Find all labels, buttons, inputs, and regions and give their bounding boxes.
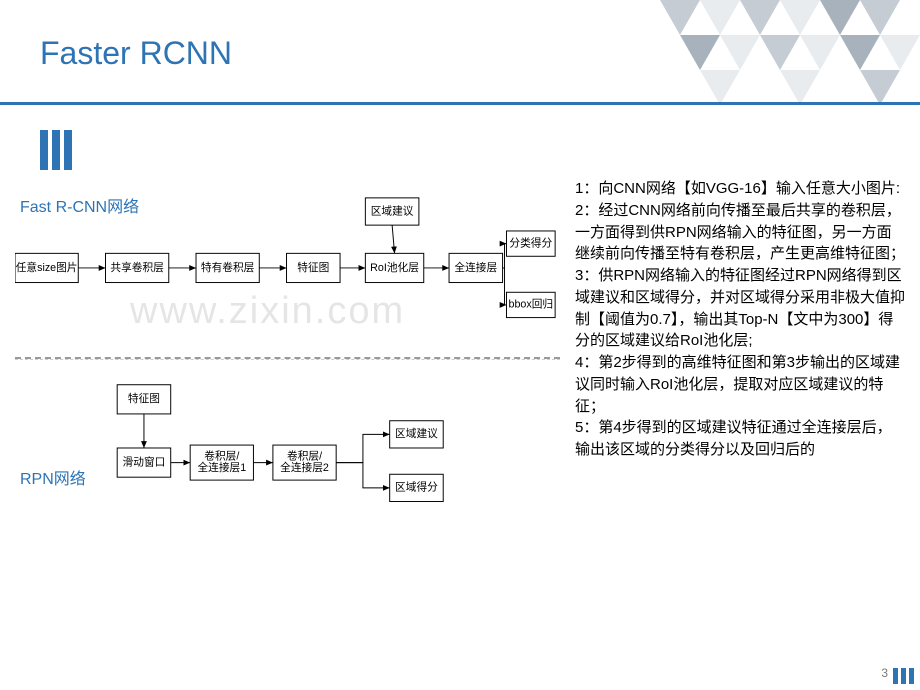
svg-text:分类得分: 分类得分 xyxy=(509,236,552,249)
edge-m4-m5 xyxy=(336,434,390,462)
header-underline xyxy=(0,102,920,105)
step-4: 4：第2步得到的高维特征图和第3步输出的区域建议同时输入RoI池化层，提取对应区… xyxy=(575,352,905,417)
svg-text:区域得分: 区域得分 xyxy=(395,481,438,494)
svg-text:全连接层: 全连接层 xyxy=(454,261,497,274)
svg-text:区域建议: 区域建议 xyxy=(395,427,438,440)
header-geometric-decoration xyxy=(660,0,920,110)
slide-header: Faster RCNN xyxy=(0,0,920,110)
svg-text:特有卷积层: 特有卷积层 xyxy=(201,261,255,274)
corner-bars-decoration xyxy=(893,668,914,684)
step-1: 1：向CNN网络【如VGG-16】输入任意大小图片: xyxy=(575,178,905,200)
edge-n6-n8 xyxy=(503,244,507,268)
flowchart-diagram: 任意size图片共享卷积层特有卷积层特征图RoI池化层全连接层区域建议分类得分b… xyxy=(15,175,560,575)
page-number: 3 xyxy=(881,666,888,680)
svg-text:RoI池化层: RoI池化层 xyxy=(370,261,419,274)
svg-text:卷积层/: 卷积层/ xyxy=(204,450,239,463)
svg-text:卷积层/: 卷积层/ xyxy=(287,450,322,463)
svg-text:任意size图片: 任意size图片 xyxy=(16,261,78,274)
edge-n6-n9 xyxy=(503,268,507,305)
step-2: 2：经过CNN网络前向传播至最后共享的卷积层，一方面得到供RPN网络输入的特征图… xyxy=(575,200,905,265)
svg-text:滑动窗口: 滑动窗口 xyxy=(123,455,166,468)
svg-text:特征图: 特征图 xyxy=(128,393,160,405)
vertical-bars-decoration xyxy=(40,130,72,170)
description-text-column: 1：向CNN网络【如VGG-16】输入任意大小图片: 2：经过CNN网络前向传播… xyxy=(575,178,905,461)
svg-text:全连接层1: 全连接层1 xyxy=(197,461,246,474)
step-5: 5：第4步得到的区域建议特征通过全连接层后，输出该区域的分类得分以及回归后的 xyxy=(575,417,905,461)
dashed-separator xyxy=(15,357,560,360)
edge-n7-n5 xyxy=(392,225,394,253)
svg-text:区域建议: 区域建议 xyxy=(371,204,414,217)
svg-text:共享卷积层: 共享卷积层 xyxy=(110,261,164,274)
svg-text:全连接层2: 全连接层2 xyxy=(280,461,329,474)
step-3: 3：供RPN网络输入的特征图经过RPN网络得到区域建议和区域得分，并对区域得分采… xyxy=(575,265,905,352)
edge-m4-m6 xyxy=(336,463,390,488)
svg-text:bbox回归: bbox回归 xyxy=(509,298,554,311)
svg-text:特征图: 特征图 xyxy=(297,262,329,274)
